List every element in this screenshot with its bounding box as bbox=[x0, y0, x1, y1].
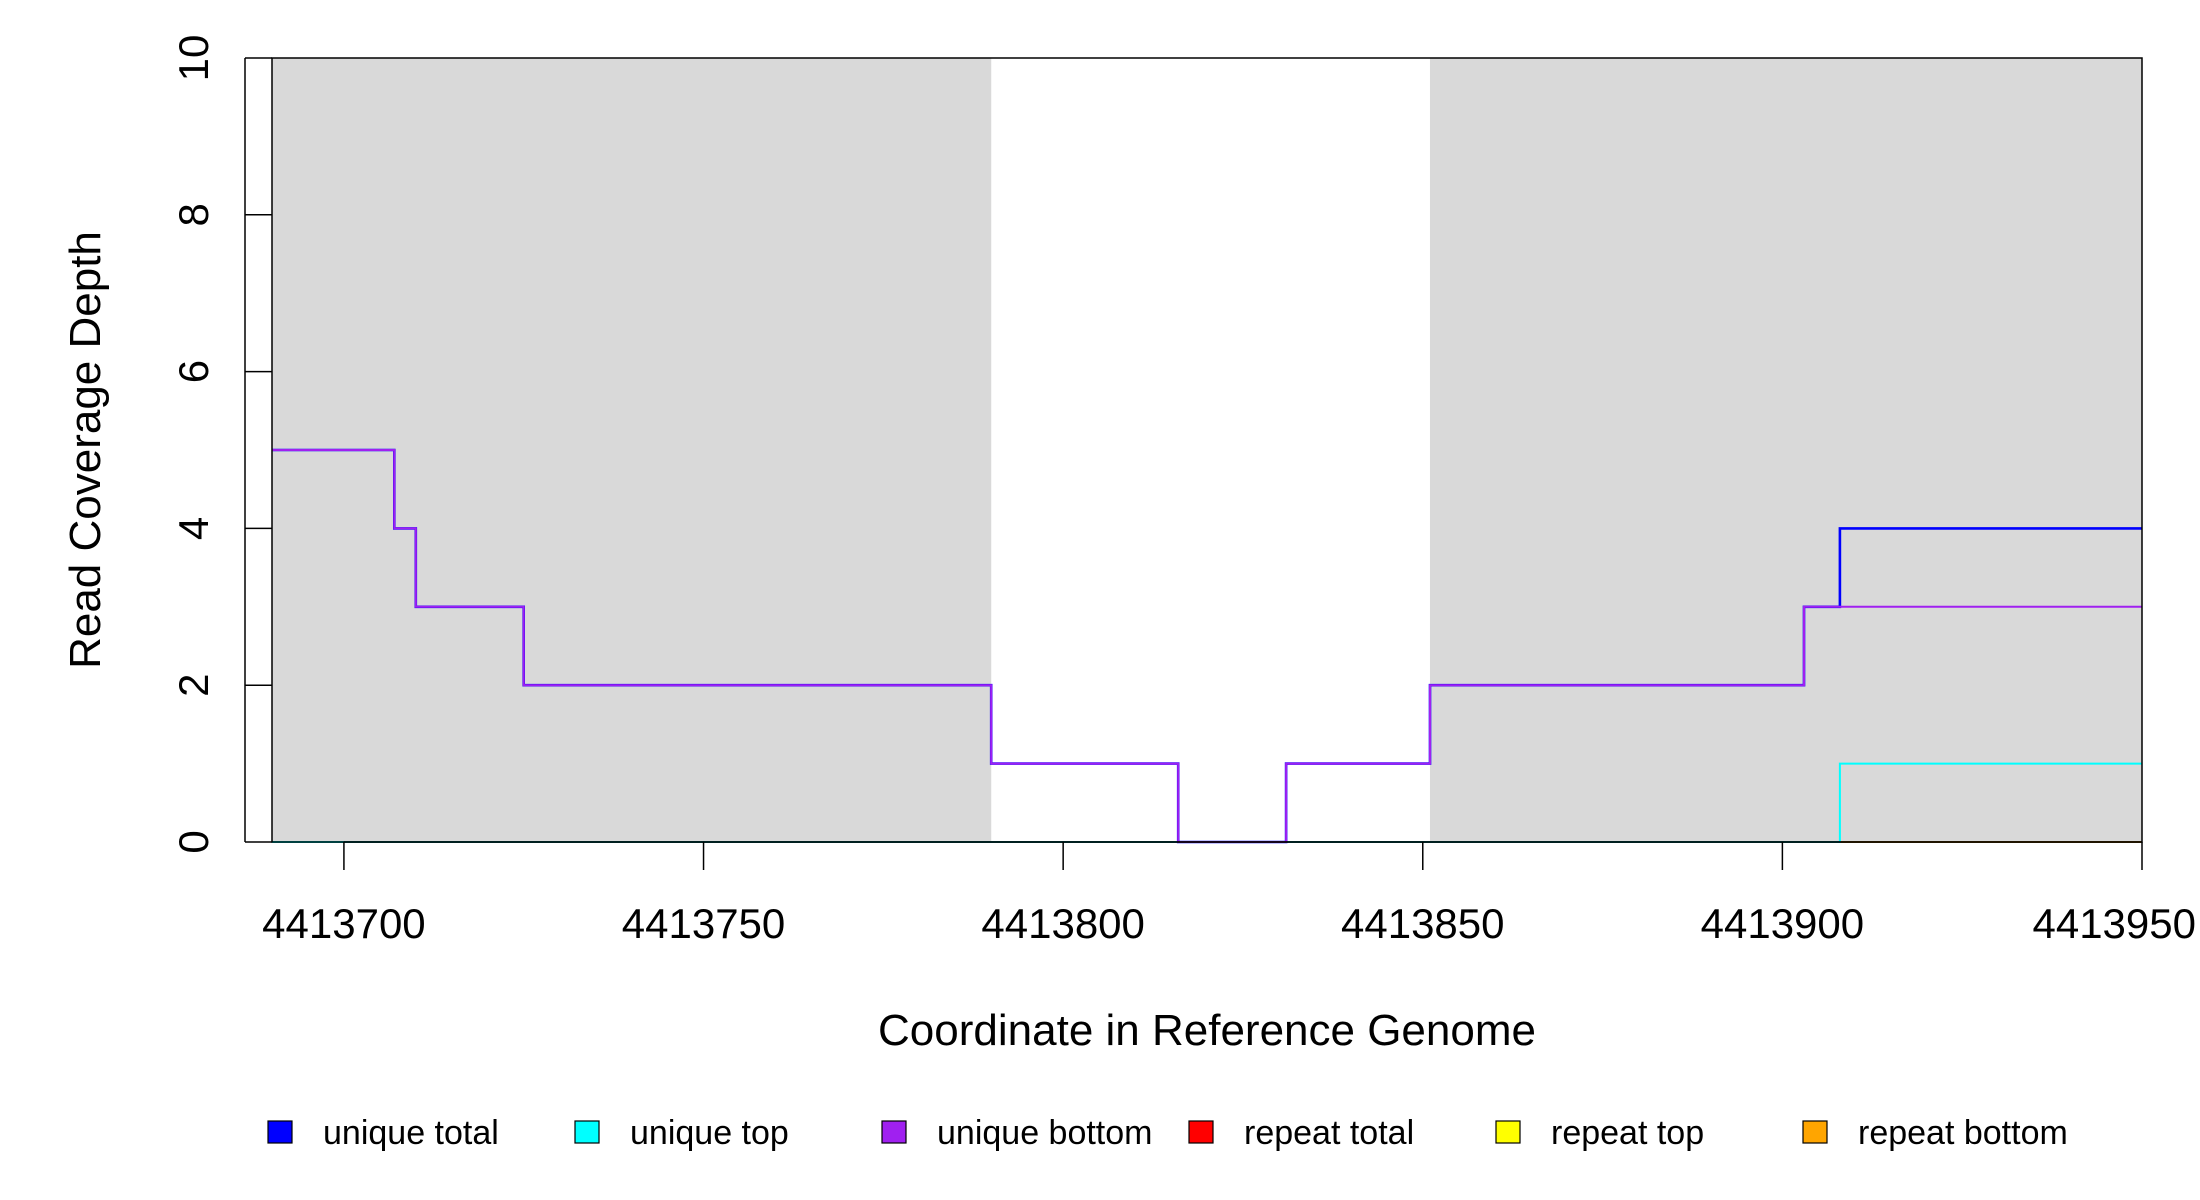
y-tick-label: 0 bbox=[170, 830, 217, 853]
shaded-regions bbox=[272, 58, 2142, 842]
y-tick-label: 8 bbox=[170, 203, 217, 226]
legend-label-repeat-top: repeat top bbox=[1551, 1114, 1704, 1152]
shaded-region-2 bbox=[1429, 58, 2142, 842]
legend-label-repeat-total: repeat total bbox=[1244, 1114, 1414, 1152]
legend-label-unique-bottom: unique bottom bbox=[937, 1114, 1153, 1152]
legend-swatch-repeat-top bbox=[1495, 1120, 1521, 1144]
legend-swatch-repeat-bottom bbox=[1802, 1120, 1828, 1144]
y-tick-label: 4 bbox=[170, 517, 217, 540]
legend-swatch-unique-top bbox=[574, 1120, 600, 1144]
x-tick-label: 4413900 bbox=[1701, 900, 1865, 947]
legend-label-repeat-bottom: repeat bottom bbox=[1858, 1114, 2068, 1152]
legend-swatch-repeat-total bbox=[1188, 1120, 1214, 1144]
legend-swatch-unique-bottom bbox=[881, 1120, 907, 1144]
y-tick-label: 2 bbox=[170, 674, 217, 697]
legend-label-unique-top: unique top bbox=[630, 1114, 789, 1152]
series-line-unique-bottom bbox=[272, 449, 2142, 843]
y-tick-label: 10 bbox=[170, 35, 217, 82]
legend-label-unique-total: unique total bbox=[323, 1114, 499, 1152]
x-tick-label: 4413950 bbox=[2032, 900, 2196, 947]
legend: unique total unique top unique bottom repea… bbox=[267, 1114, 2068, 1152]
legend-swatch-unique-total bbox=[267, 1120, 293, 1144]
x-axis-title: Coordinate in Reference Genome bbox=[878, 1006, 1536, 1055]
x-tick-label: 4413700 bbox=[262, 900, 426, 947]
y-tick-label: 6 bbox=[170, 360, 217, 383]
x-tick-label: 4413750 bbox=[622, 900, 786, 947]
y-axis-title: Read Coverage Depth bbox=[61, 231, 110, 669]
x-tick-label: 4413800 bbox=[981, 900, 1145, 947]
x-tick-label: 4413850 bbox=[1341, 900, 1505, 947]
axes: 0 2 4 6 8 10 4413700 4413750 4413800 4413850 44139… bbox=[170, 35, 2196, 947]
